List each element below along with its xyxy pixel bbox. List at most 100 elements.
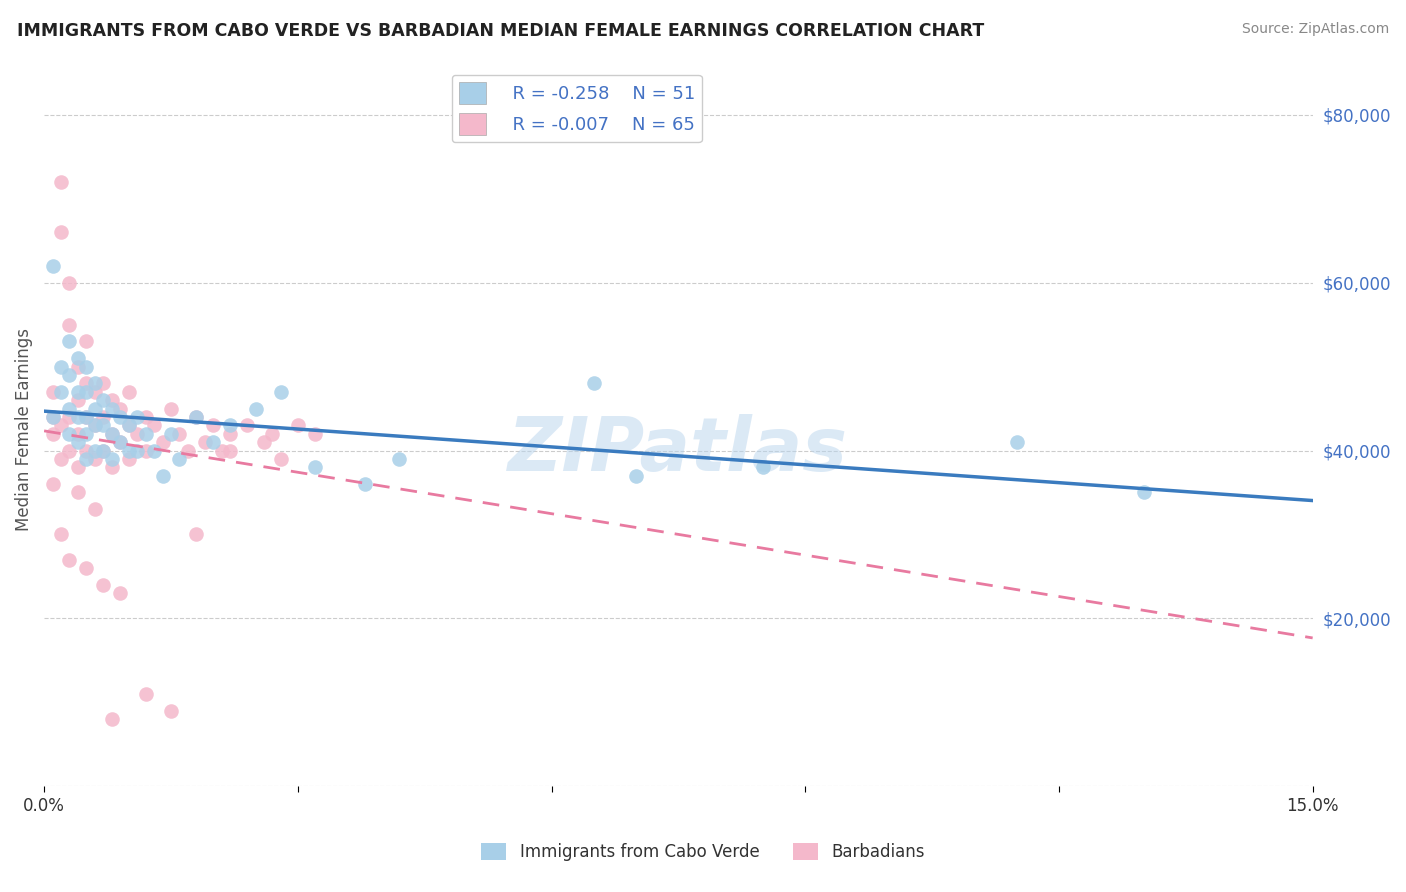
Point [110, 401, 132, 416]
Point [194, 435, 217, 450]
Point [66, 485, 89, 500]
Point [41, 409, 63, 424]
Point [169, 451, 191, 466]
Point [245, 401, 267, 416]
Point [160, 426, 183, 441]
Point [287, 418, 309, 433]
Text: Source: ZipAtlas.com: Source: ZipAtlas.com [1241, 22, 1389, 37]
Point [75, 561, 97, 575]
Point [127, 409, 149, 424]
Point [152, 435, 174, 450]
Point [49, 359, 72, 374]
Point [41, 259, 63, 273]
Point [110, 586, 132, 600]
Point [752, 460, 775, 475]
Point [91, 578, 114, 592]
Point [58, 276, 80, 290]
Point [100, 401, 122, 416]
Point [110, 409, 132, 424]
Point [66, 409, 89, 424]
Point [66, 351, 89, 366]
Point [1005, 435, 1028, 450]
Point [127, 443, 149, 458]
Point [75, 409, 97, 424]
Text: IMMIGRANTS FROM CABO VERDE VS BARBADIAN MEDIAN FEMALE EARNINGS CORRELATION CHART: IMMIGRANTS FROM CABO VERDE VS BARBADIAN … [17, 22, 984, 40]
Point [160, 401, 183, 416]
Point [354, 477, 377, 491]
Point [91, 409, 114, 424]
Point [253, 435, 276, 450]
Point [83, 443, 105, 458]
Point [58, 443, 80, 458]
Point [219, 418, 242, 433]
Point [58, 409, 80, 424]
Point [75, 426, 97, 441]
Point [388, 451, 411, 466]
Point [304, 460, 326, 475]
Point [49, 175, 72, 189]
Point [66, 435, 89, 450]
Point [66, 359, 89, 374]
Point [83, 502, 105, 516]
Point [75, 409, 97, 424]
Point [83, 451, 105, 466]
Point [75, 443, 97, 458]
Point [270, 384, 292, 399]
Point [118, 418, 141, 433]
Point [219, 443, 242, 458]
Point [91, 418, 114, 433]
Point [100, 451, 122, 466]
Point [1132, 485, 1154, 500]
Point [75, 334, 97, 349]
Point [49, 527, 72, 541]
Point [160, 704, 183, 718]
Point [41, 384, 63, 399]
Point [66, 426, 89, 441]
Point [58, 318, 80, 332]
Legend:   R = -0.258    N = 51,   R = -0.007    N = 65: R = -0.258 N = 51, R = -0.007 N = 65 [451, 75, 702, 143]
Point [127, 426, 149, 441]
Y-axis label: Median Female Earnings: Median Female Earnings [15, 328, 32, 531]
Text: ZIPatlas: ZIPatlas [509, 415, 848, 487]
Point [118, 443, 141, 458]
Point [49, 418, 72, 433]
Point [75, 376, 97, 391]
Point [100, 712, 122, 726]
Point [49, 451, 72, 466]
Point [91, 443, 114, 458]
Point [100, 426, 122, 441]
Point [66, 384, 89, 399]
Point [100, 426, 122, 441]
Point [66, 393, 89, 408]
Point [110, 435, 132, 450]
Point [58, 334, 80, 349]
Point [58, 552, 80, 566]
Point [202, 435, 225, 450]
Point [219, 426, 242, 441]
Point [83, 401, 105, 416]
Point [100, 460, 122, 475]
Point [236, 418, 259, 433]
Point [624, 468, 647, 483]
Point [202, 418, 225, 433]
Point [118, 451, 141, 466]
Point [100, 393, 122, 408]
Point [41, 409, 63, 424]
Point [118, 384, 141, 399]
Point [177, 443, 200, 458]
Point [58, 426, 80, 441]
Point [75, 359, 97, 374]
Point [49, 384, 72, 399]
Point [91, 443, 114, 458]
Point [135, 687, 157, 701]
Point [91, 376, 114, 391]
Point [582, 376, 605, 391]
Point [110, 435, 132, 450]
Point [58, 368, 80, 382]
Point [135, 426, 157, 441]
Point [75, 451, 97, 466]
Legend: Immigrants from Cabo Verde, Barbadians: Immigrants from Cabo Verde, Barbadians [475, 836, 931, 868]
Point [91, 393, 114, 408]
Point [262, 426, 284, 441]
Point [83, 418, 105, 433]
